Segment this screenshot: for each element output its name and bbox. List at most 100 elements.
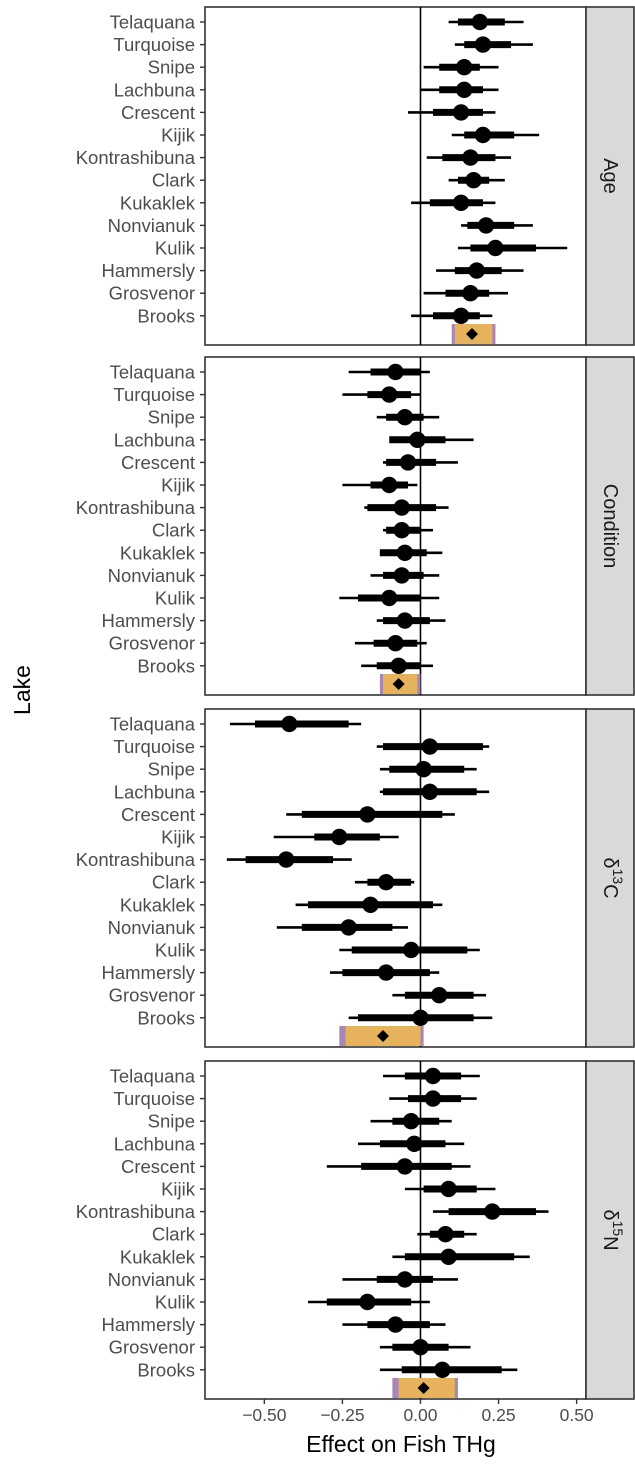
point-estimate [474, 36, 492, 53]
point-estimate [487, 239, 504, 257]
panel-border [204, 708, 587, 1048]
x-axis: −0.50 −0.25 0.00 0.25 0.50 [242, 1399, 594, 1425]
lake-label: Turquoise [113, 1088, 195, 1109]
lake-label: Telaquana [110, 1066, 196, 1087]
lake-label: Kukaklek [120, 1246, 196, 1267]
lake-label: Snipe [148, 407, 195, 428]
y-axis-title: Lake [9, 665, 35, 715]
lake-label: Snipe [148, 57, 195, 78]
point-estimate [396, 1158, 414, 1175]
point-estimate [474, 126, 492, 144]
lake-label: Kulik [155, 1292, 196, 1313]
lake-label: Kijik [161, 125, 196, 146]
panel-strip [585, 6, 635, 346]
point-estimate [437, 1226, 454, 1243]
lake-label: Kijik [161, 475, 196, 496]
point-estimate [387, 635, 404, 652]
point-estimate [412, 1339, 429, 1356]
point-estimate [399, 454, 417, 471]
point-estimate [277, 851, 295, 868]
lake-label: Lachbuna [114, 429, 196, 450]
lake-label: Kontrashibuna [76, 849, 196, 870]
lake-label: Clark [152, 872, 196, 893]
strip-label: δ13C [599, 857, 626, 898]
point-estimate [431, 987, 448, 1004]
lake-label: Kontrashibuna [76, 1201, 196, 1222]
x-tick-label: 0.50 [560, 1405, 594, 1425]
panel-strip [585, 1060, 635, 1400]
point-estimate [412, 1009, 429, 1026]
point-estimate [409, 431, 426, 448]
point-estimate [393, 499, 410, 516]
lake-label: Kukaklek [120, 894, 196, 915]
lake-label: Kontrashibuna [76, 147, 196, 168]
point-estimate [421, 738, 439, 755]
panel-border [204, 1060, 587, 1400]
overall-estimate-diamond [377, 1030, 390, 1042]
lake-label: Hammersly [101, 1314, 195, 1335]
lake-label: Snipe [148, 1111, 195, 1132]
lake-label: Clark [152, 170, 196, 191]
point-estimate [452, 104, 470, 121]
lake-label: Turquoise [113, 34, 195, 55]
lake-label: Kulik [155, 940, 196, 961]
point-estimate [393, 567, 410, 584]
point-estimate [393, 522, 410, 539]
lake-label: Kijik [161, 1179, 196, 1200]
point-estimate [465, 172, 482, 189]
panel-strip [585, 356, 635, 696]
lake-label: Telaquana [110, 714, 196, 735]
x-tick-label: −0.50 [242, 1405, 287, 1425]
point-estimate [396, 544, 414, 561]
lake-label: Brooks [137, 1359, 195, 1380]
panel-strip [585, 708, 635, 1048]
point-estimate [396, 1271, 414, 1288]
point-estimate [456, 81, 473, 99]
point-estimate [402, 1113, 420, 1130]
point-estimate [456, 58, 473, 76]
panel-2: Condition TelaquanaTurquoiseSnipeLachbuna… [76, 356, 635, 696]
lake-label: Hammersly [101, 610, 195, 631]
point-estimate [390, 657, 407, 674]
lake-label: Nonvianuk [108, 917, 196, 938]
panel-3: δ13C TelaquanaTurquoiseSnipeLachbunaCresc… [76, 708, 635, 1048]
lake-label: Kulik [155, 238, 196, 259]
point-estimate [471, 13, 489, 31]
point-estimate [387, 363, 404, 381]
lake-label: Grosvenor [109, 985, 195, 1006]
point-estimate [331, 828, 348, 846]
lake-label: Kulik [155, 588, 196, 609]
lake-label: Brooks [137, 1007, 195, 1028]
point-estimate [415, 761, 432, 778]
point-estimate [396, 409, 414, 426]
point-estimate [421, 783, 439, 800]
point-estimate [359, 1293, 376, 1311]
point-estimate [468, 262, 485, 279]
strip-label: Age [599, 158, 621, 194]
overall-estimate-diamond [392, 678, 405, 690]
lake-label: Crescent [121, 804, 195, 825]
lake-label: Nonvianuk [108, 1269, 196, 1290]
overall-estimate-diamond [417, 1382, 430, 1394]
lake-label: Telaquana [110, 12, 196, 33]
point-estimate [402, 941, 420, 959]
lake-label: Hammersly [101, 962, 195, 983]
lake-label: Snipe [148, 759, 195, 780]
point-estimate [434, 1361, 451, 1379]
point-estimate [381, 589, 398, 607]
point-estimate [462, 285, 479, 302]
x-axis-title: Effect on Fish THg [306, 1431, 496, 1457]
point-estimate [484, 1203, 501, 1220]
point-estimate [462, 149, 479, 166]
lake-label: Lachbuna [114, 1133, 196, 1154]
point-estimate [377, 964, 395, 981]
lake-label: Brooks [137, 655, 195, 676]
lake-label: Grosvenor [109, 283, 195, 304]
point-estimate [452, 307, 470, 324]
x-tick-label: 0.25 [482, 1405, 516, 1425]
point-estimate [424, 1067, 442, 1085]
panel-border [204, 6, 587, 346]
lake-label: Lachbuna [114, 79, 196, 100]
x-tick-label: 0.00 [403, 1405, 437, 1425]
panel-1: Age TelaquanaTurquoiseSnipeLachbunaCresce… [76, 6, 635, 346]
